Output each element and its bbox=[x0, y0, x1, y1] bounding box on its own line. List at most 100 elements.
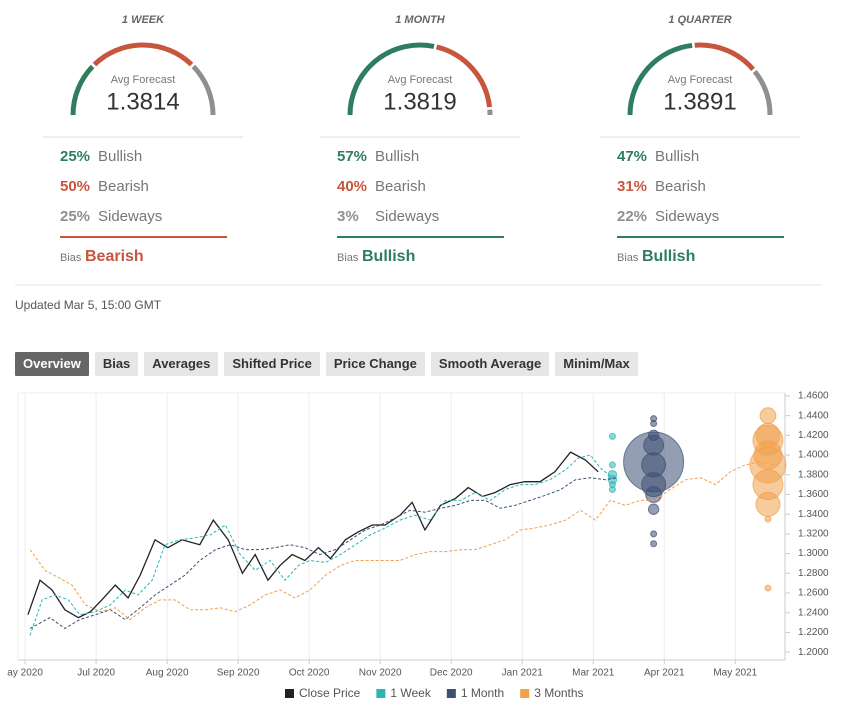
x-tick-label: Aug 2020 bbox=[146, 668, 189, 679]
sentiment-name: Bullish bbox=[655, 148, 699, 165]
x-tick-label: Sep 2020 bbox=[217, 668, 260, 679]
forecast-bubble bbox=[647, 503, 660, 515]
bias-label: Bias bbox=[337, 252, 359, 264]
forecast-bubble bbox=[764, 584, 772, 592]
percent-label: 40% bbox=[337, 178, 367, 195]
tab[interactable]: Averages bbox=[144, 352, 219, 376]
forecast-bubble bbox=[650, 530, 658, 538]
forecast-bubble bbox=[608, 486, 616, 494]
gauge-segment bbox=[191, 64, 216, 116]
series-line bbox=[27, 451, 599, 619]
series-line bbox=[29, 454, 613, 636]
bias-value: Bullish bbox=[362, 248, 415, 265]
x-tick-label: Dec 2020 bbox=[430, 668, 473, 679]
sentiment-name: Sideways bbox=[375, 208, 439, 225]
sentiment-name: Bullish bbox=[375, 148, 419, 165]
forecast-bubble bbox=[608, 432, 616, 440]
x-tick-label: May 2021 bbox=[713, 668, 757, 679]
series-line bbox=[29, 461, 776, 621]
forecast-bubble bbox=[608, 461, 616, 469]
y-tick-label: 1.2800 bbox=[798, 568, 829, 579]
percent-label: 50% bbox=[60, 178, 90, 195]
forecast-bubble bbox=[759, 407, 777, 425]
sentiment-name: Bearish bbox=[655, 178, 706, 195]
average-forecast: 1.3891 bbox=[663, 88, 736, 115]
percent-label: 25% bbox=[60, 208, 90, 225]
sentiment-name: Bearish bbox=[98, 178, 149, 195]
percent-label: 57% bbox=[337, 148, 367, 165]
gauge-segment bbox=[435, 44, 493, 108]
x-tick-label: Apr 2021 bbox=[644, 668, 685, 679]
forecast-bubble bbox=[650, 540, 658, 548]
period-title: 1 QUARTER bbox=[668, 14, 731, 26]
forecast-panels: 1 WEEK 25% Bullish 50% Bearish 25% Sideways Avg… bbox=[15, 14, 822, 312]
y-tick-label: 1.2000 bbox=[798, 647, 829, 658]
gauge-label: Avg Forecast bbox=[388, 74, 453, 86]
gauge-segment bbox=[92, 42, 194, 67]
legend-swatch bbox=[376, 689, 386, 698]
tab[interactable]: Overview bbox=[15, 352, 89, 376]
legend-label: 1 Month bbox=[461, 686, 504, 700]
y-tick-label: 1.2200 bbox=[798, 627, 829, 638]
percent-label: 25% bbox=[60, 148, 90, 165]
gauge-segment bbox=[752, 69, 773, 116]
gauge-segment bbox=[347, 42, 435, 116]
forecast-bubble bbox=[650, 420, 658, 428]
tab[interactable]: Smooth Average bbox=[430, 352, 550, 376]
legend-label: 1 Week bbox=[390, 686, 431, 700]
tab[interactable]: Minim/Max bbox=[555, 352, 638, 376]
bias-label: Bias bbox=[617, 252, 639, 264]
y-tick-label: 1.3600 bbox=[798, 489, 829, 500]
average-forecast: 1.3819 bbox=[383, 88, 456, 115]
forecast-bubble bbox=[764, 515, 772, 523]
gauge-segment bbox=[627, 42, 693, 116]
y-tick-label: 1.2400 bbox=[798, 607, 829, 618]
legend-swatch bbox=[285, 689, 294, 698]
updated-time: Updated Mar 5, 15:00 GMT bbox=[15, 298, 162, 312]
period-title: 1 MONTH bbox=[395, 14, 446, 26]
legend-label: 3 Months bbox=[534, 686, 583, 700]
period-title: 1 WEEK bbox=[122, 14, 165, 26]
percent-label: 47% bbox=[617, 148, 647, 165]
series-line bbox=[29, 477, 619, 630]
bias-value: Bullish bbox=[642, 248, 695, 265]
x-tick-label: Oct 2020 bbox=[289, 668, 330, 679]
legend-swatch bbox=[446, 689, 456, 698]
plot-area bbox=[17, 392, 786, 661]
legend-swatch bbox=[520, 689, 530, 698]
sentiment-name: Sideways bbox=[98, 208, 162, 225]
y-tick-label: 1.4200 bbox=[798, 430, 829, 441]
x-tick-label: Nov 2020 bbox=[359, 668, 402, 679]
percent-label: 22% bbox=[617, 208, 647, 225]
percent-label: 3% bbox=[337, 208, 359, 225]
bias-label: Bias bbox=[60, 252, 82, 264]
legend-label: Close Price bbox=[299, 686, 361, 700]
gauge-segment bbox=[694, 42, 755, 72]
y-tick-label: 1.4600 bbox=[798, 391, 829, 402]
x-tick-label: ay 2020 bbox=[7, 668, 43, 679]
x-tick-label: Jan 2021 bbox=[502, 668, 544, 679]
y-tick-label: 1.4000 bbox=[798, 450, 829, 461]
y-tick-label: 1.3200 bbox=[798, 529, 829, 540]
tab[interactable]: Shifted Price bbox=[224, 352, 320, 376]
sentiment-name: Bullish bbox=[98, 148, 142, 165]
gauge-segment bbox=[70, 64, 95, 116]
gauge-label: Avg Forecast bbox=[668, 74, 733, 86]
tab[interactable]: Price Change bbox=[325, 352, 425, 376]
forecast-bubble bbox=[755, 491, 781, 517]
average-forecast: 1.3814 bbox=[106, 88, 179, 115]
gauge-label: Avg Forecast bbox=[111, 74, 176, 86]
x-tick-label: Mar 2021 bbox=[572, 668, 615, 679]
y-tick-label: 1.3400 bbox=[798, 509, 829, 520]
y-tick-label: 1.4400 bbox=[798, 410, 829, 421]
y-tick-label: 1.3000 bbox=[798, 548, 829, 559]
tab-bar: Overview Bias Averages Shifted Price Price C… bbox=[15, 352, 638, 376]
sentiment-name: Sideways bbox=[655, 208, 719, 225]
sentiment-name: Bearish bbox=[375, 178, 426, 195]
y-tick-label: 1.3800 bbox=[798, 469, 829, 480]
bias-value: Bearish bbox=[85, 248, 144, 265]
x-tick-label: Jul 2020 bbox=[77, 668, 115, 679]
tab[interactable]: Bias bbox=[94, 352, 139, 376]
y-tick-label: 1.2600 bbox=[798, 588, 829, 599]
